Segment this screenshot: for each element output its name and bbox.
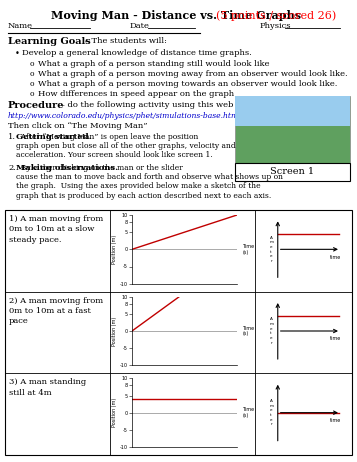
Text: Date: Date (130, 22, 150, 30)
Bar (235, 163, 350, 181)
Text: o: o (30, 80, 35, 88)
Text: – The students will:: – The students will: (82, 37, 167, 45)
Text: o: o (30, 60, 35, 68)
Text: 2.: 2. (8, 164, 16, 172)
Text: What a graph of a person moving towards an observer would look like.: What a graph of a person moving towards … (38, 80, 337, 88)
Y-axis label: Position (m): Position (m) (112, 398, 117, 427)
Y-axis label: Position (m): Position (m) (112, 316, 117, 346)
Bar (5, 210, 352, 455)
Bar (235, 96, 350, 163)
Text: A
m
e
t
e
r: A m e t e r (269, 317, 273, 345)
Text: – do the following activity using this web site: – do the following activity using this w… (58, 101, 251, 109)
Text: What a graph of a person standing still would look like: What a graph of a person standing still … (38, 60, 270, 68)
Text: Time
(s): Time (s) (242, 326, 255, 336)
Text: Physics: Physics (260, 22, 292, 30)
Text: Time
(s): Time (s) (242, 244, 255, 255)
Text: Time
(s): Time (s) (242, 407, 255, 418)
Text: o: o (30, 90, 35, 98)
Bar (235, 96, 350, 126)
Text: Develop a general knowledge of distance time graphs.: Develop a general knowledge of distance … (22, 49, 252, 57)
Text: A
m
e
t
e
r: A m e t e r (269, 399, 273, 426)
Text: 1.: 1. (8, 133, 16, 141)
Text: After “Moving Man” is open leave the position
graph open but close all of the ot: After “Moving Man” is open leave the pos… (16, 133, 236, 159)
Text: time: time (330, 336, 341, 341)
Text: Learning Goals: Learning Goals (8, 37, 91, 46)
Text: 3) A man standing
still at 4m: 3) A man standing still at 4m (9, 378, 86, 397)
Text: Getting started.: Getting started. (16, 133, 92, 141)
Text: time: time (330, 418, 341, 423)
Text: time: time (330, 255, 341, 260)
Text: •: • (15, 49, 20, 58)
Y-axis label: Position (m): Position (m) (112, 235, 117, 264)
Text: Moving Man - Distance vs. Time Graphs: Moving Man - Distance vs. Time Graphs (51, 10, 305, 21)
Text: Making observations.: Making observations. (16, 164, 118, 172)
Text: 2) A man moving from
0m to 10m at a fast
pace: 2) A man moving from 0m to 10m at a fast… (9, 297, 103, 325)
Text: (5 points / scored 26): (5 points / scored 26) (20, 10, 336, 21)
Text: Procedure: Procedure (8, 101, 65, 110)
Text: http://www.colorado.edu/physics/phet/simulations-base.html: http://www.colorado.edu/physics/phet/sim… (8, 112, 242, 120)
Text: How differences in speed appear on the graph: How differences in speed appear on the g… (38, 90, 234, 98)
Text: What a graph of a person moving away from an observer would look like.: What a graph of a person moving away fro… (38, 70, 348, 78)
Text: By either clicking on the man or the slider
cause the man to move back and forth: By either clicking on the man or the sli… (16, 164, 283, 200)
Text: Name: Name (8, 22, 33, 30)
Text: Screen 1: Screen 1 (271, 168, 315, 176)
Text: o: o (30, 70, 35, 78)
Text: Then click on “The Moving Man”: Then click on “The Moving Man” (8, 122, 147, 130)
Text: 1) A man moving from
0m to 10m at a slow
steady pace.: 1) A man moving from 0m to 10m at a slow… (9, 215, 103, 244)
Text: A
m
e
t
e
r: A m e t e r (269, 236, 273, 263)
